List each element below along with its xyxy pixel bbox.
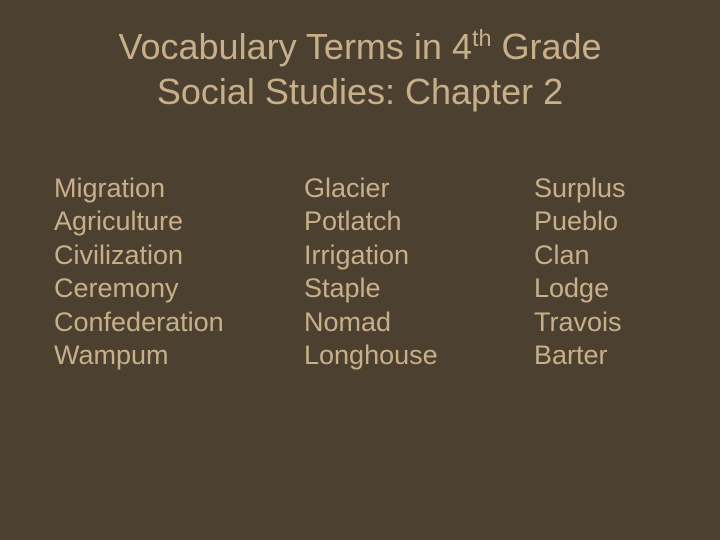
vocab-term: Lodge bbox=[534, 272, 670, 305]
vocab-term: Agriculture bbox=[54, 205, 304, 238]
vocab-term: Longhouse bbox=[304, 339, 534, 372]
vocab-term: Ceremony bbox=[54, 272, 304, 305]
title-line2: Social Studies: Chapter 2 bbox=[157, 71, 563, 112]
vocab-term: Potlatch bbox=[304, 205, 534, 238]
title-line1-pre: Vocabulary Terms in 4 bbox=[118, 26, 472, 67]
column-1: Migration Agriculture Civilization Cerem… bbox=[54, 172, 304, 373]
vocab-term: Clan bbox=[534, 239, 670, 272]
slide: Vocabulary Terms in 4th Grade Social Stu… bbox=[0, 0, 720, 540]
vocab-term: Nomad bbox=[304, 306, 534, 339]
vocab-term: Migration bbox=[54, 172, 304, 205]
column-3: Surplus Pueblo Clan Lodge Travois Barter bbox=[534, 172, 670, 373]
vocabulary-columns: Migration Agriculture Civilization Cerem… bbox=[50, 172, 670, 373]
vocab-term: Staple bbox=[304, 272, 534, 305]
vocab-term: Travois bbox=[534, 306, 670, 339]
vocab-term: Pueblo bbox=[534, 205, 670, 238]
title-line1-post: Grade bbox=[491, 26, 601, 67]
column-2: Glacier Potlatch Irrigation Staple Nomad… bbox=[304, 172, 534, 373]
vocab-term: Irrigation bbox=[304, 239, 534, 272]
vocab-term: Barter bbox=[534, 339, 670, 372]
vocab-term: Civilization bbox=[54, 239, 304, 272]
title-superscript: th bbox=[472, 25, 492, 51]
vocab-term: Wampum bbox=[54, 339, 304, 372]
vocab-term: Glacier bbox=[304, 172, 534, 205]
vocab-term: Surplus bbox=[534, 172, 670, 205]
vocab-term: Confederation bbox=[54, 306, 304, 339]
slide-title: Vocabulary Terms in 4th Grade Social Stu… bbox=[50, 24, 670, 114]
